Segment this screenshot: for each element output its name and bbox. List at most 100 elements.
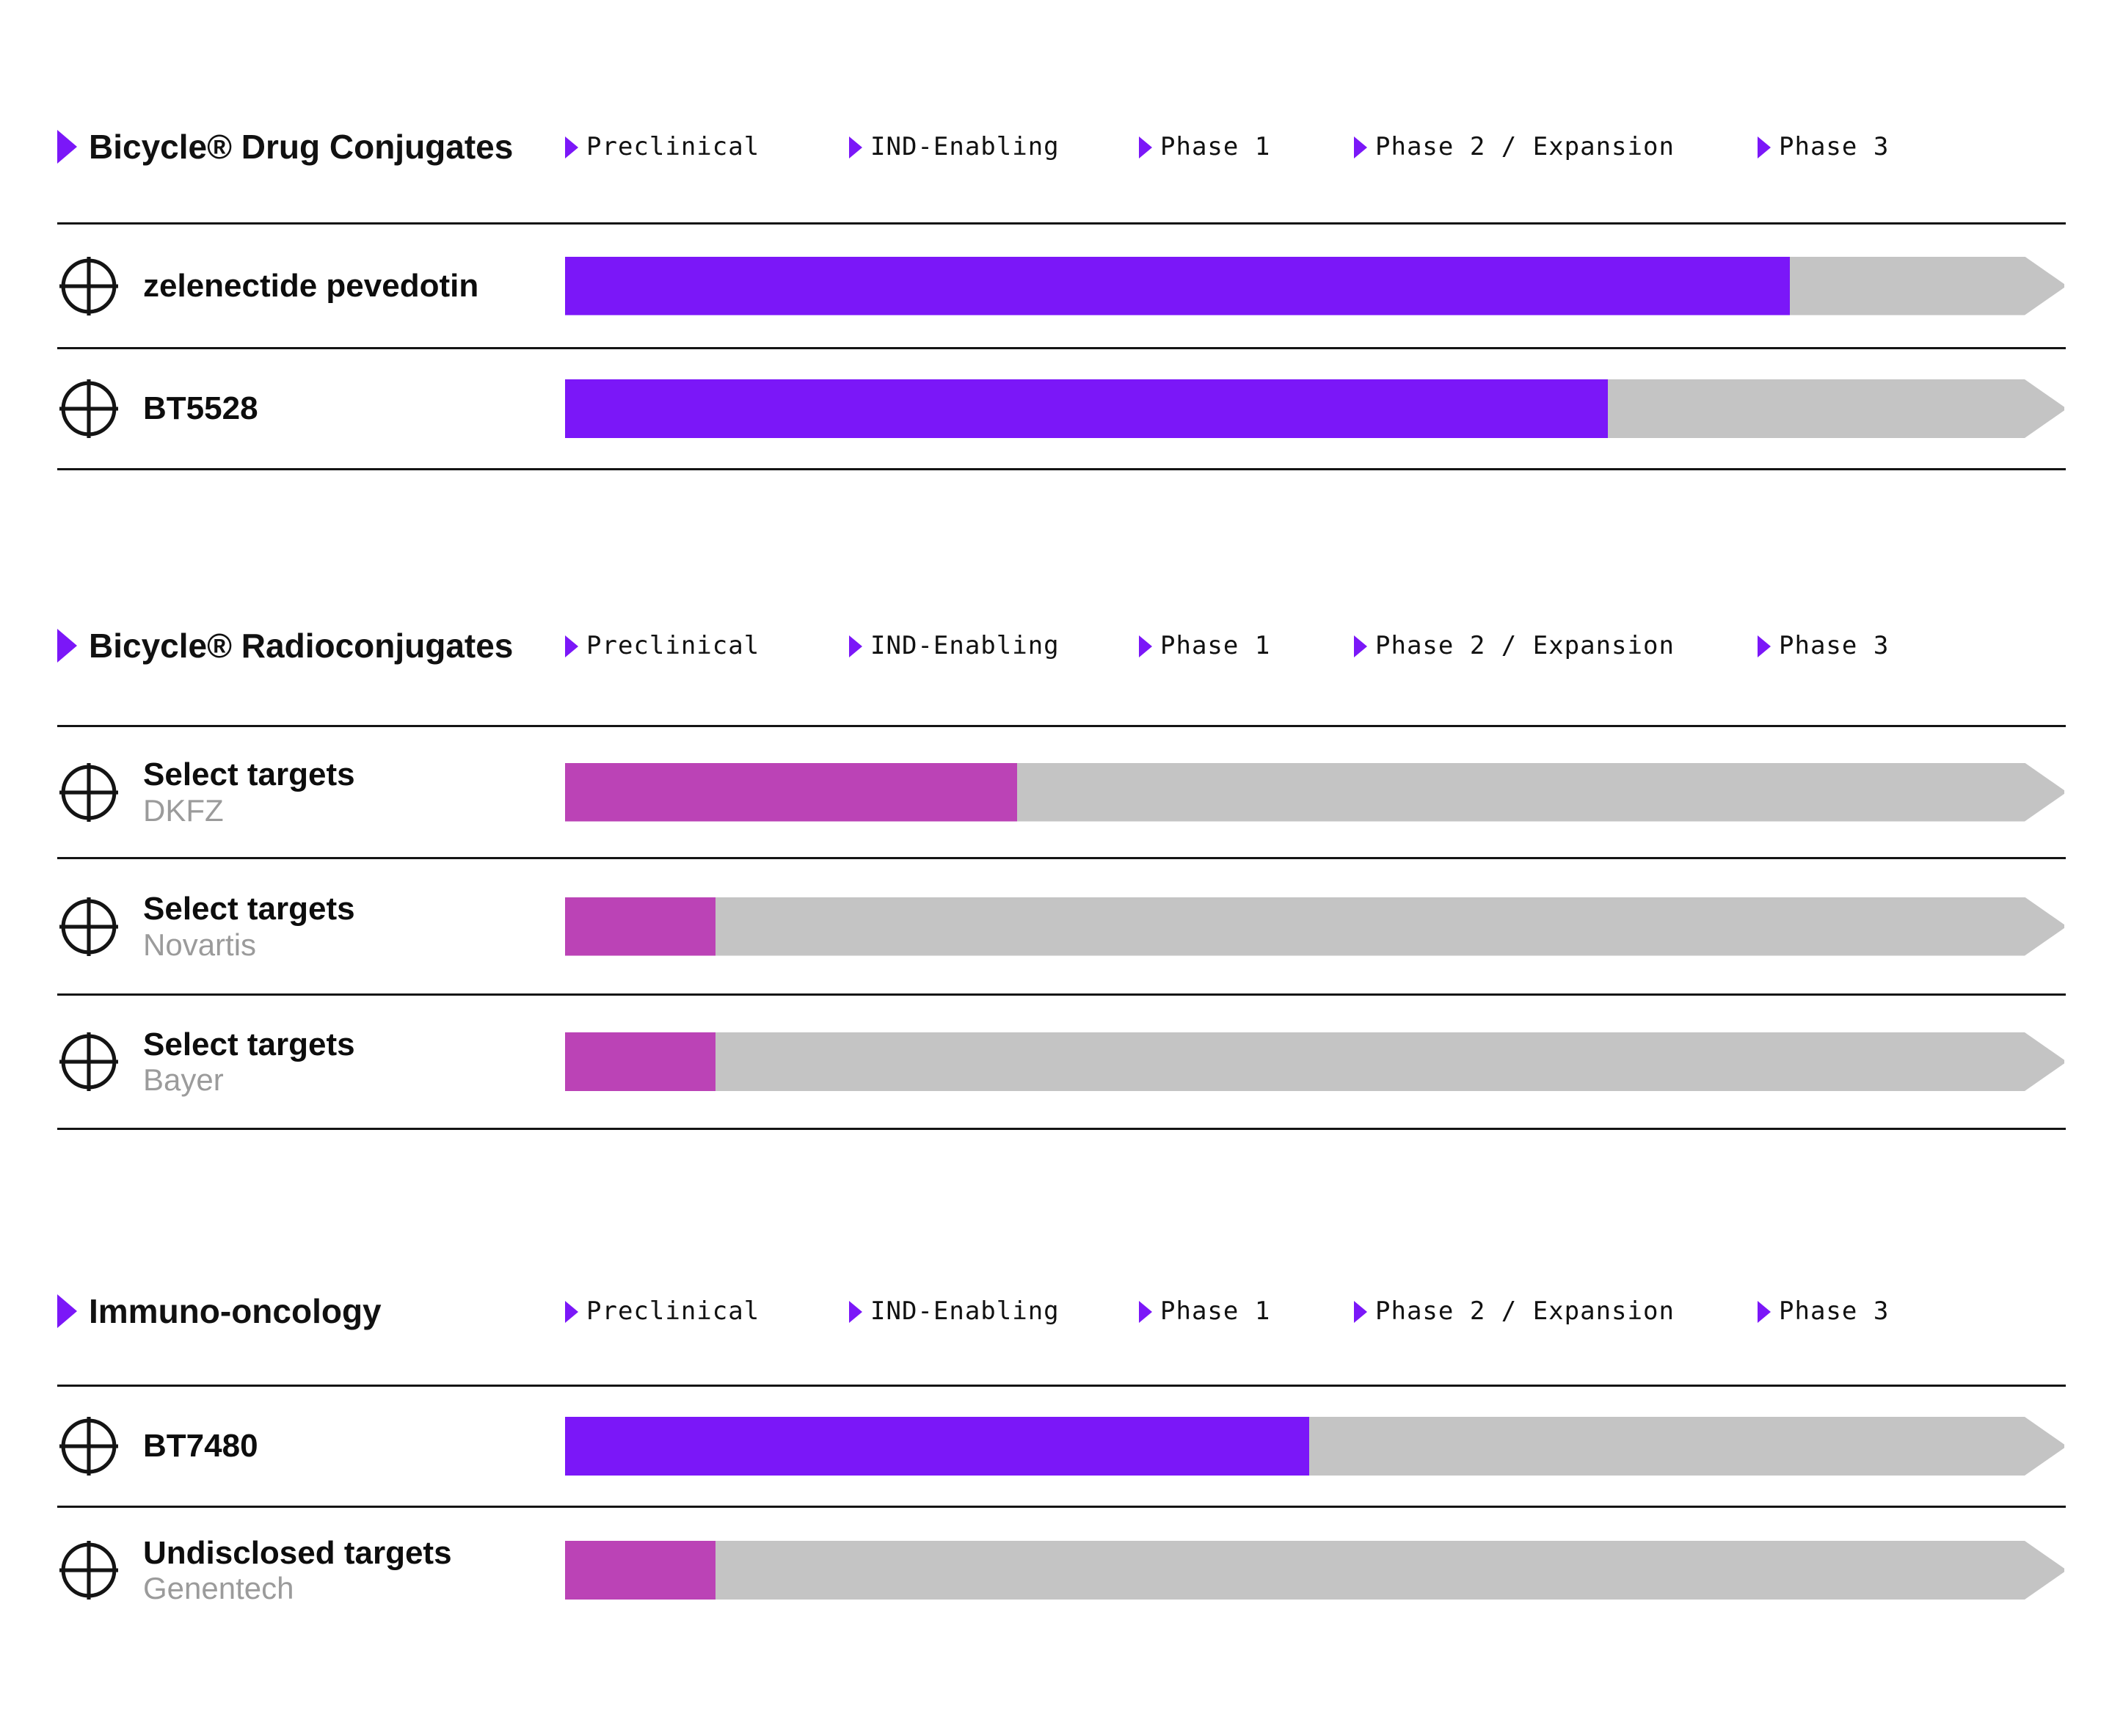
section-header-row: Bicycle® Drug Conjugates Preclinical IND… [0, 106, 2112, 187]
program-name: BT5528 [143, 390, 258, 427]
phase-header: Preclinical [565, 605, 760, 686]
pipeline-row: BT5528 [57, 347, 2066, 470]
phase-header: Preclinical [565, 1271, 760, 1352]
program-label-group: Select targets Bayer [143, 996, 355, 1128]
phase-header: Phase 1 [1139, 605, 1270, 686]
phase-arrow-icon [849, 635, 862, 657]
phase-header: Phase 2 / Expansion [1354, 605, 1675, 686]
phase-header: IND-Enabling [849, 106, 1060, 187]
section-title: Bicycle® Radioconjugates [89, 627, 514, 665]
phase-header: Phase 2 / Expansion [1354, 1271, 1675, 1352]
phase-arrow-icon [565, 1301, 578, 1323]
phase-label: Phase 2 / Expansion [1375, 1296, 1675, 1326]
pipeline-row: zelenectide pevedotin [57, 222, 2066, 347]
partner-name: Genentech [143, 1571, 294, 1606]
phase-arrow-icon [1354, 1301, 1367, 1323]
section-title: Immuno-oncology [89, 1292, 382, 1330]
phase-arrow-icon [1139, 136, 1152, 158]
partner-name: Novartis [143, 927, 257, 962]
program-name: Select targets [143, 1026, 355, 1062]
phase-track [565, 1417, 2066, 1476]
expand-plus-icon[interactable] [59, 762, 119, 823]
section-title: Bicycle® Drug Conjugates [89, 128, 514, 166]
phase-arrow-icon [1354, 635, 1367, 657]
phase-header: IND-Enabling [849, 605, 1060, 686]
phase-label: Preclinical [586, 132, 760, 161]
expand-plus-icon[interactable] [59, 1032, 119, 1092]
program-label-group: Undisclosed targets Genentech [143, 1508, 452, 1633]
phase-arrow-icon [1758, 635, 1771, 657]
progress-bar [565, 1541, 715, 1600]
expand-plus-icon[interactable] [59, 897, 119, 957]
phase-header: IND-Enabling [849, 1271, 1060, 1352]
pipeline-row: BT7480 [57, 1385, 2066, 1506]
section-arrow-icon [57, 629, 77, 663]
partner-name: DKFZ [143, 792, 224, 828]
program-name: Undisclosed targets [143, 1534, 452, 1571]
program-label-group: BT5528 [143, 349, 258, 468]
partner-name: Bayer [143, 1062, 224, 1098]
phase-arrow-icon [1758, 136, 1771, 158]
section-arrow-icon [57, 130, 77, 164]
phase-label: Preclinical [586, 631, 760, 660]
program-label-group: Select targets Novartis [143, 859, 355, 993]
phase-label: Phase 3 [1779, 132, 1890, 161]
phase-track [565, 763, 2066, 822]
phase-header: Phase 1 [1139, 106, 1270, 187]
phase-label: Phase 3 [1779, 1296, 1890, 1326]
program-label-group: Select targets DKFZ [143, 727, 355, 857]
program-name: zelenectide pevedotin [143, 267, 479, 304]
progress-bar [565, 897, 715, 956]
phase-label: IND-Enabling [870, 132, 1060, 161]
phase-track [565, 897, 2066, 956]
phase-header: Phase 1 [1139, 1271, 1270, 1352]
program-name: BT7480 [143, 1428, 258, 1465]
phase-arrow-icon [565, 136, 578, 158]
expand-plus-icon[interactable] [59, 1540, 119, 1600]
phase-track [565, 379, 2066, 438]
phase-label: Phase 3 [1779, 631, 1890, 660]
phase-track [565, 257, 2066, 316]
phase-label: Phase 2 / Expansion [1375, 132, 1675, 161]
phase-label: Phase 2 / Expansion [1375, 631, 1675, 660]
phase-arrow-icon [1758, 1301, 1771, 1323]
expand-plus-icon[interactable] [59, 1416, 119, 1476]
phase-header: Preclinical [565, 106, 760, 187]
expand-plus-icon[interactable] [59, 256, 119, 316]
phase-arrow-icon [1139, 635, 1152, 657]
progress-bar [565, 1417, 1309, 1476]
progress-bar [565, 379, 1608, 438]
phase-arrow-icon [1354, 136, 1367, 158]
progress-bar [565, 763, 1017, 822]
phase-header: Phase 2 / Expansion [1354, 106, 1675, 187]
phase-label: IND-Enabling [870, 1296, 1060, 1326]
program-label-group: zelenectide pevedotin [143, 225, 478, 347]
phase-arrow-icon [849, 136, 862, 158]
phase-arrow-icon [1139, 1301, 1152, 1323]
section-header-row: Bicycle® Radioconjugates Preclinical IND… [0, 605, 2112, 686]
phase-track [565, 1541, 2066, 1600]
program-name: Select targets [143, 756, 355, 793]
phase-header: Phase 3 [1758, 605, 1889, 686]
phase-label: Phase 1 [1160, 1296, 1271, 1326]
progress-bar [565, 1032, 715, 1091]
pipeline-row: Select targets Novartis [57, 857, 2066, 993]
phase-label: Preclinical [586, 1296, 760, 1326]
phase-label: Phase 1 [1160, 132, 1271, 161]
phase-arrow-icon [565, 635, 578, 657]
program-label-group: BT7480 [143, 1387, 258, 1506]
phase-header: Phase 3 [1758, 1271, 1889, 1352]
pipeline-row: Select targets Bayer [57, 993, 2066, 1130]
phase-header: Phase 3 [1758, 106, 1889, 187]
pipeline-row: Select targets DKFZ [57, 725, 2066, 857]
expand-plus-icon[interactable] [59, 379, 119, 439]
progress-bar [565, 257, 1790, 316]
phase-track [565, 1032, 2066, 1091]
section-header-row: Immuno-oncology Preclinical IND-Enabling… [0, 1271, 2112, 1352]
phase-label: Phase 1 [1160, 631, 1271, 660]
section-arrow-icon [57, 1294, 77, 1328]
